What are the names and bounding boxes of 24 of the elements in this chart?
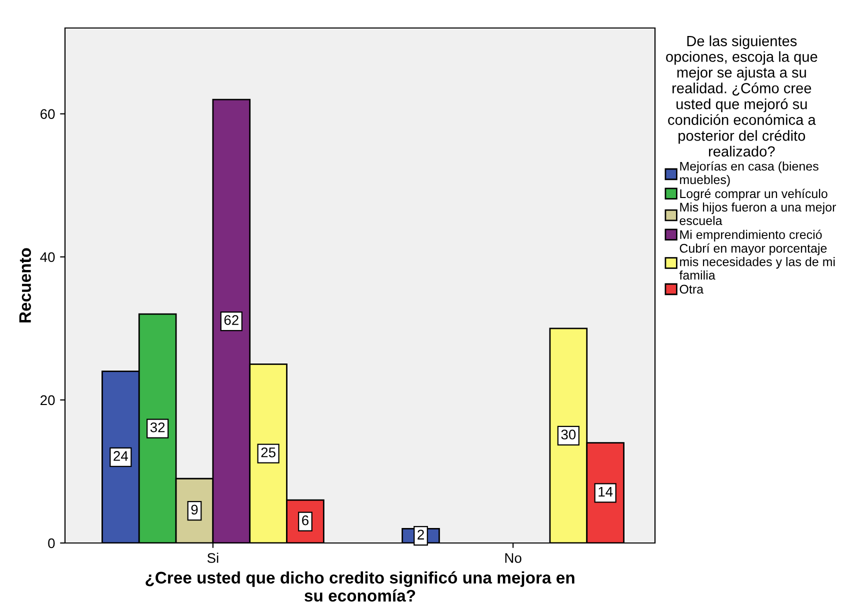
legend-label: Mejorías en casa (bienes muebles) (680, 161, 818, 187)
legend-label: Mis hijos fueron a una mejor escuela (680, 202, 836, 226)
legend-label: Cubrí en mayor porcentaje mis necesidades y las de mi familia (679, 243, 835, 280)
legend-title: De las siguientes opciones, escoja la que mejor se ajusta a su realidad. ¿Cómo cree usted que mejoró su condición económica a posterior del crédito realizado? (666, 36, 818, 157)
legend-label: Mi emprendimiento creció (680, 230, 822, 242)
x-axis-title: ¿Cree usted que dicho credito significó una mejora en su economía? (146, 571, 574, 602)
y-tick-label: 40 (40, 252, 55, 262)
data-label: 30 (561, 430, 576, 440)
data-label: 24 (114, 451, 128, 461)
data-label: 6 (302, 515, 308, 526)
x-tick-label: No (505, 553, 522, 563)
y-tick-label: 0 (48, 538, 55, 548)
data-label: 9 (191, 504, 198, 515)
data-label: 62 (224, 315, 238, 325)
data-label: 14 (598, 486, 613, 497)
data-label: 2 (418, 530, 424, 540)
legend-label: Logré comprar un vehículo (680, 188, 828, 201)
y-tick-label: 20 (40, 395, 55, 406)
y-axis-title: Recuento (19, 248, 31, 322)
y-tick-label: 60 (40, 109, 55, 120)
data-label: 32 (150, 422, 165, 432)
x-tick-label: Si (207, 552, 218, 563)
legend-label: Otra (680, 284, 704, 294)
data-label: 25 (261, 447, 276, 458)
